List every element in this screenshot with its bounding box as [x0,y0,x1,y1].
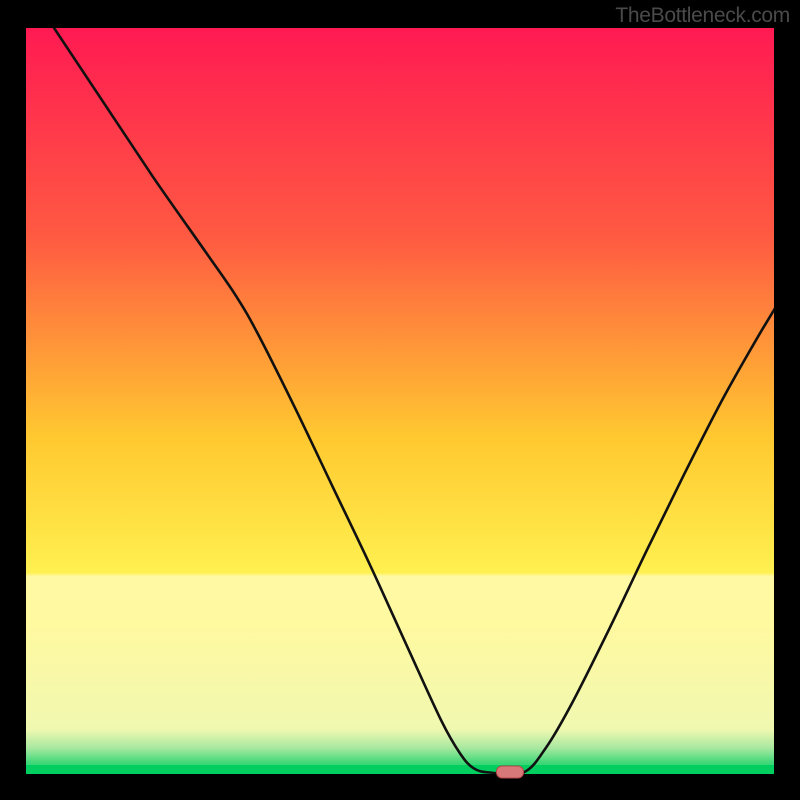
watermark-text: TheBottleneck.com [615,4,790,28]
optimal-marker [496,765,524,778]
bottleneck-curve [26,28,774,774]
plot-area [26,28,774,774]
